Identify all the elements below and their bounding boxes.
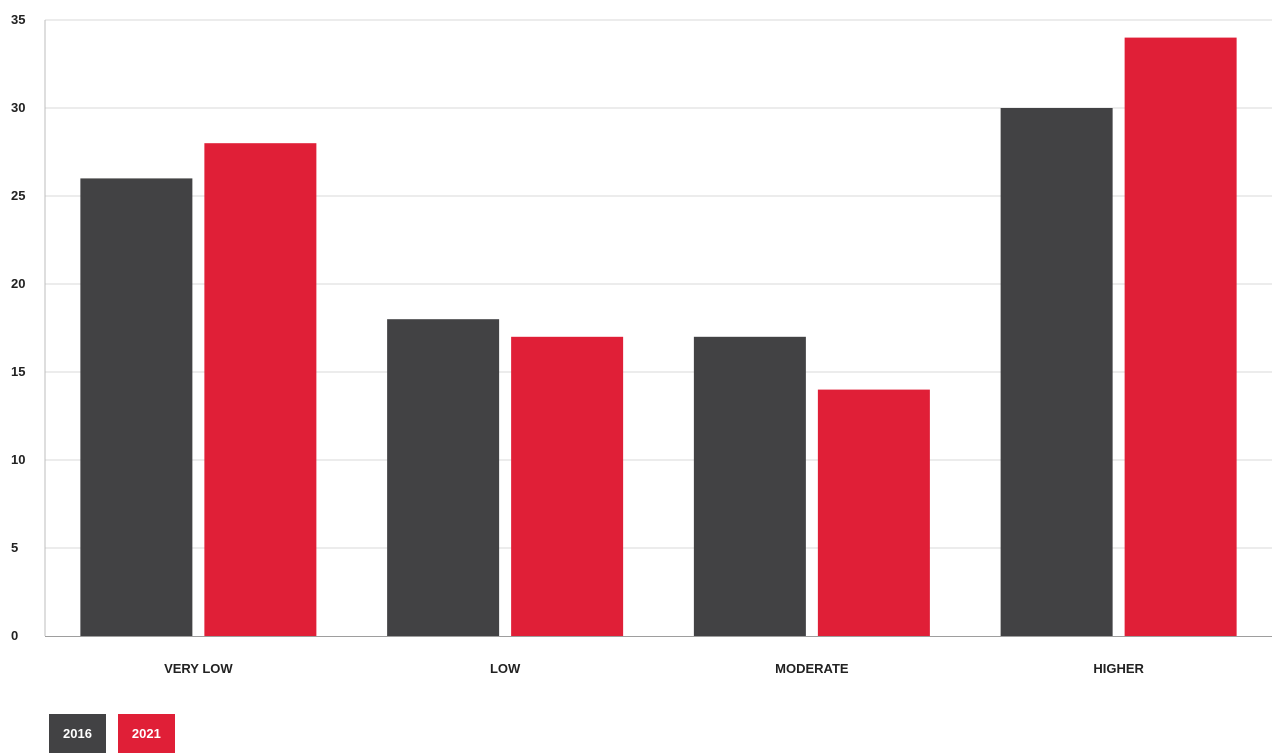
y-tick-label: 15: [11, 364, 25, 379]
legend: 2016 2021: [49, 714, 175, 753]
y-tick-label: 5: [11, 540, 18, 555]
bar-2016-higher: [1000, 108, 1113, 636]
bar-2016-low: [387, 319, 500, 636]
bar-2016-very-low: [80, 178, 193, 636]
y-tick-label: 0: [11, 628, 18, 643]
legend-item-2021[interactable]: 2021: [117, 714, 175, 753]
y-tick-label: 30: [11, 100, 25, 115]
y-tick-label: 25: [11, 188, 25, 203]
bar-chart: 0 5 10 15 20 25 30 35 VERY LOW LOW MODERATE HIGHER: [11, 12, 1272, 676]
bar-2021-very-low: [204, 143, 317, 636]
x-category-label: LOW: [490, 661, 521, 676]
bar-2016-moderate: [693, 336, 806, 636]
y-tick-label: 10: [11, 452, 25, 467]
y-tick-label: 20: [11, 276, 25, 291]
bar-2021-moderate: [817, 389, 930, 636]
y-tick-label: 35: [11, 12, 25, 27]
bar-2021-higher: [1124, 37, 1237, 637]
x-category-label: MODERATE: [775, 661, 849, 676]
bar-2021-low: [511, 336, 624, 636]
legend-item-2016[interactable]: 2016: [49, 714, 106, 753]
x-category-label: VERY LOW: [164, 661, 233, 676]
x-category-label: HIGHER: [1093, 661, 1144, 676]
axes: 0 5 10 15 20 25 30 35 VERY LOW LOW MODERATE HIGHER: [11, 12, 1272, 676]
bars: [80, 37, 1237, 637]
